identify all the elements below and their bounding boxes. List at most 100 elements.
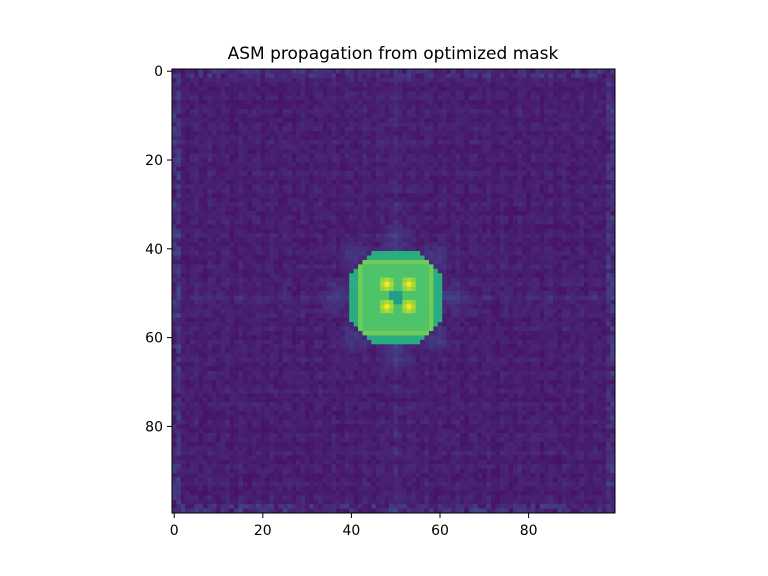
- heatmap-cell: [495, 95, 501, 101]
- heatmap-cell: [588, 273, 594, 279]
- heatmap-cell: [362, 100, 368, 105]
- heatmap-cell: [278, 69, 284, 74]
- heatmap-cell: [464, 131, 470, 136]
- heatmap-cell: [234, 264, 239, 270]
- heatmap-cell: [557, 77, 563, 83]
- heatmap-cell: [499, 140, 505, 145]
- heatmap-cell: [508, 184, 514, 190]
- heatmap-cell: [371, 108, 377, 114]
- heatmap-cell: [468, 171, 474, 176]
- heatmap-cell: [451, 197, 456, 203]
- heatmap-cell: [349, 219, 354, 225]
- heatmap-cell: [238, 228, 244, 234]
- heatmap-cell: [234, 117, 239, 123]
- heatmap-cell: [389, 157, 394, 163]
- heatmap-cell: [211, 104, 217, 110]
- heatmap-cell: [521, 153, 527, 159]
- heatmap-cell: [349, 171, 354, 176]
- heatmap-cell: [504, 268, 510, 274]
- heatmap-cell: [530, 82, 536, 88]
- heatmap-cell: [366, 180, 372, 185]
- heatmap-cell: [234, 193, 239, 199]
- heatmap-cell: [446, 148, 452, 154]
- heatmap-cell: [464, 104, 470, 110]
- heatmap-cell: [322, 104, 328, 110]
- heatmap-cell: [477, 273, 483, 279]
- heatmap-cell: [544, 255, 549, 261]
- heatmap-cell: [406, 117, 412, 123]
- heatmap-cell: [415, 171, 421, 176]
- heatmap-cell: [216, 255, 222, 261]
- heatmap-cell: [495, 180, 501, 185]
- heatmap-cell: [335, 113, 341, 119]
- heatmap-cell: [464, 148, 470, 154]
- heatmap-cell: [185, 175, 191, 181]
- heatmap-cell: [194, 215, 199, 221]
- heatmap-cell: [424, 131, 430, 136]
- heatmap-cell: [459, 264, 465, 270]
- heatmap-cell: [304, 180, 310, 185]
- heatmap-cell: [442, 193, 448, 199]
- heatmap-cell: [477, 126, 483, 132]
- heatmap-cell: [256, 242, 261, 247]
- heatmap-cell: [504, 251, 510, 256]
- heatmap-cell: [358, 82, 363, 88]
- heatmap-cell: [216, 268, 222, 274]
- heatmap-cell: [455, 211, 461, 216]
- heatmap-cell: [185, 144, 191, 150]
- heatmap-cell: [216, 246, 222, 252]
- heatmap-cell: [371, 135, 377, 141]
- heatmap-cell: [437, 180, 443, 185]
- heatmap-cell: [189, 69, 195, 74]
- heatmap-cell: [468, 122, 474, 128]
- heatmap-cell: [176, 197, 182, 203]
- heatmap-cell: [260, 188, 266, 194]
- heatmap-cell: [242, 91, 248, 96]
- heatmap-cell: [331, 100, 337, 105]
- heatmap-cell: [548, 242, 554, 247]
- heatmap-cell: [247, 211, 253, 216]
- heatmap-cell: [287, 197, 292, 203]
- heatmap-cell: [344, 171, 350, 176]
- heatmap-cell: [508, 237, 514, 243]
- heatmap-cell: [185, 259, 191, 265]
- heatmap-cell: [189, 86, 195, 92]
- heatmap-cell: [265, 104, 270, 110]
- heatmap-cell: [203, 237, 208, 243]
- heatmap-cell: [451, 268, 456, 274]
- heatmap-cell: [490, 153, 496, 159]
- heatmap-cell: [521, 224, 527, 230]
- heatmap-cell: [211, 113, 217, 119]
- heatmap-cell: [313, 282, 319, 287]
- heatmap-cell: [495, 73, 501, 79]
- heatmap-cell: [459, 162, 465, 168]
- heatmap-cell: [575, 246, 580, 252]
- heatmap-cell: [198, 140, 204, 145]
- heatmap-cell: [211, 100, 217, 105]
- heatmap-cell: [238, 140, 244, 145]
- heatmap-cell: [570, 219, 576, 225]
- heatmap-cell: [451, 69, 456, 74]
- heatmap-cell: [366, 251, 372, 256]
- heatmap-cell: [176, 77, 182, 83]
- heatmap-cell: [486, 144, 492, 150]
- heatmap-cell: [597, 171, 603, 176]
- heatmap-cell: [517, 264, 523, 270]
- heatmap-cell: [198, 104, 204, 110]
- heatmap-cell: [521, 202, 527, 207]
- heatmap-cell: [530, 242, 536, 247]
- heatmap-cell: [269, 206, 275, 212]
- heatmap-cell: [513, 171, 518, 176]
- heatmap-cell: [464, 73, 470, 79]
- heatmap-cell: [238, 282, 244, 287]
- heatmap-cell: [561, 242, 567, 247]
- heatmap-cell: [265, 91, 270, 96]
- heatmap-cell: [588, 135, 594, 141]
- heatmap-cell: [437, 135, 443, 141]
- heatmap-cell: [406, 259, 412, 265]
- heatmap-cell: [459, 224, 465, 230]
- heatmap-cell: [296, 246, 301, 252]
- heatmap-cell: [229, 184, 235, 190]
- heatmap-cell: [451, 131, 456, 136]
- heatmap-cell: [260, 153, 266, 159]
